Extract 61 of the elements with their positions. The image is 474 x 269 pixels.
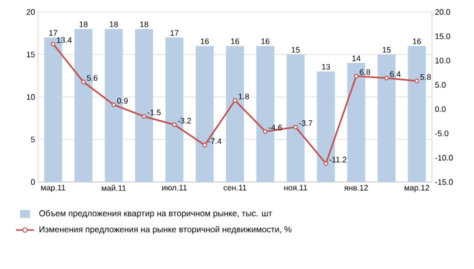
y2-tick-label: 10.0 — [435, 58, 450, 64]
data-label: 0.9 — [117, 98, 128, 104]
data-label: 6.4 — [390, 71, 401, 77]
legend-label: Объем предложения квартир на вторичном рынке, тыс. шт — [39, 210, 272, 218]
legend-label: Изменения предложения на рынке вторичной недвижимости, % — [40, 226, 292, 234]
data-label: 5.8 — [420, 74, 431, 80]
data-label: -3.2 — [178, 118, 191, 124]
data-label: 18 — [110, 21, 118, 28]
point — [202, 142, 207, 148]
y2-tick-label: -5.0 — [435, 130, 448, 136]
point — [263, 129, 268, 134]
x-tick-label: май.11 — [102, 184, 126, 191]
x-tick-label: июл.11 — [162, 184, 187, 190]
data-label: 16 — [200, 38, 209, 44]
point — [50, 42, 56, 46]
point — [414, 78, 420, 84]
point — [232, 98, 238, 103]
data-label: 14 — [352, 56, 360, 62]
data-label: 6.8 — [360, 69, 370, 75]
data-label: 15 — [382, 47, 391, 53]
data-label: -11.2 — [329, 156, 346, 162]
data-label: 17 — [49, 30, 58, 36]
y2-tick-label: 15.0 — [435, 33, 450, 40]
data-label: 18 — [80, 21, 88, 28]
data-label: -1.5 — [148, 110, 161, 116]
y2-tick-label: 20.0 — [435, 9, 450, 15]
data-label: 13 — [322, 64, 330, 70]
y-tick-label: 20 — [26, 9, 35, 15]
y2-tick-label: -10.0 — [435, 154, 453, 161]
y-tick-label: 15 — [26, 52, 35, 58]
point — [81, 80, 86, 84]
data-label: 18 — [140, 21, 148, 28]
y-tick-label: 0 — [31, 179, 35, 185]
data-label: -7.4 — [208, 138, 222, 144]
y2-tick-label: 0.0 — [435, 106, 446, 112]
y2-tick-label: 5.0 — [435, 82, 446, 88]
data-label: 5.6 — [86, 75, 98, 81]
data-label: 16 — [261, 38, 270, 44]
y-tick-label: 5 — [31, 136, 35, 142]
data-label: 1.8 — [238, 94, 249, 100]
data-label: -3.7 — [299, 120, 312, 126]
x-tick-label: сен.11 — [224, 184, 246, 190]
y-tick-label: 10 — [26, 94, 35, 100]
point — [111, 102, 116, 108]
point — [354, 74, 359, 78]
data-label: 16 — [231, 38, 240, 44]
point — [324, 161, 328, 166]
data-label: 15 — [292, 47, 300, 53]
data-label: 13.4 — [56, 37, 72, 43]
y2-tick-label: -15.0 — [435, 179, 453, 185]
point — [293, 124, 298, 130]
point — [172, 122, 177, 127]
data-label: -4.6 — [268, 124, 282, 130]
x-tick-label: мар.11 — [41, 184, 66, 192]
point — [142, 114, 146, 119]
x-tick-label: мар.12 — [404, 184, 430, 192]
data-label: 17 — [170, 30, 178, 36]
x-tick-label: ноя.11 — [284, 184, 308, 190]
data-label: 16 — [413, 38, 421, 44]
point — [384, 76, 389, 80]
x-tick-label: янв.12 — [344, 184, 368, 190]
